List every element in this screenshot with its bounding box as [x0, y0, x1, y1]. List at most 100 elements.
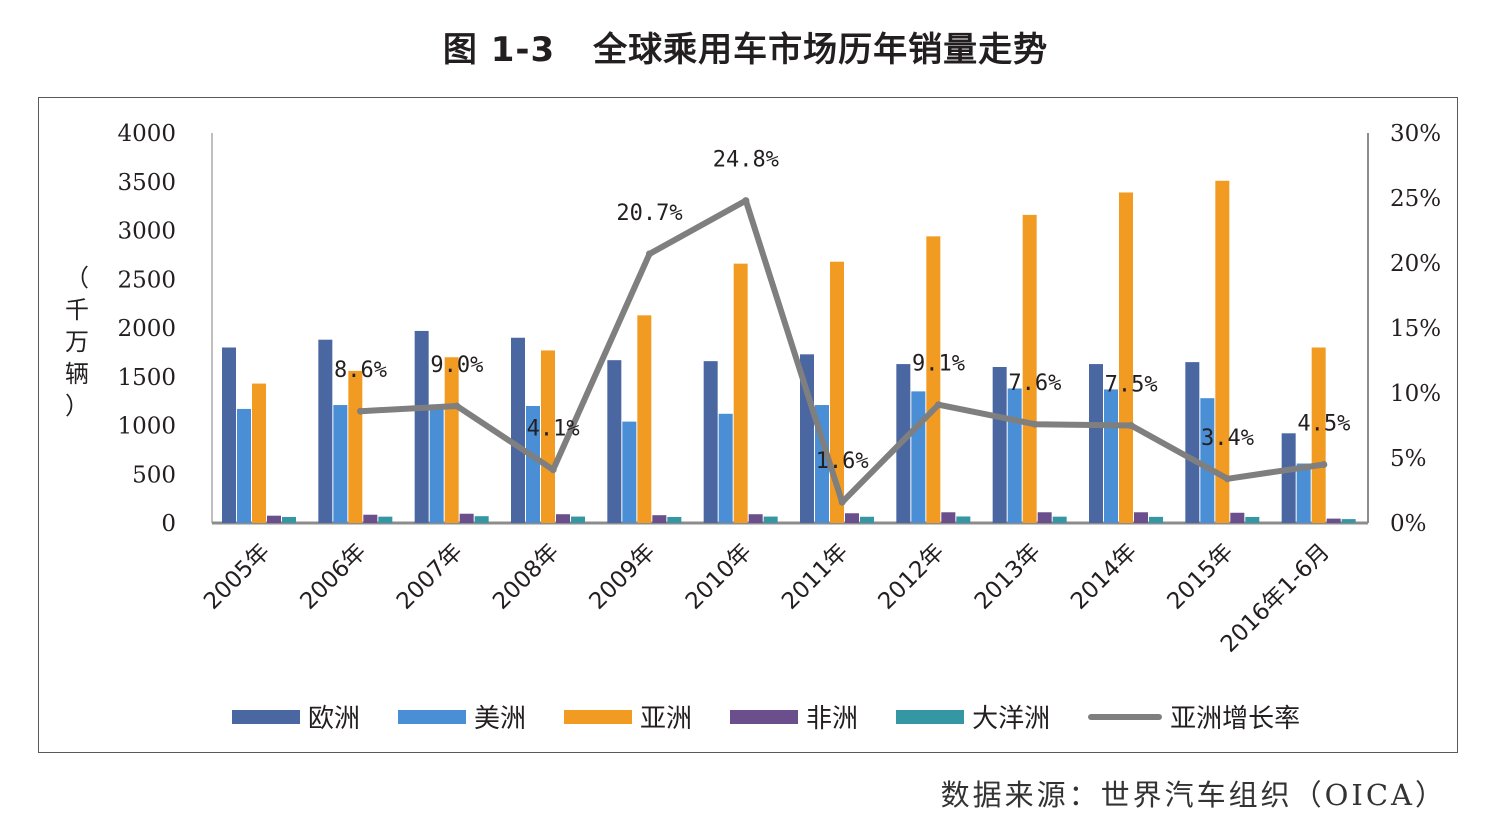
growth-data-label: 20.7%: [616, 201, 682, 226]
bar-4-3: [571, 516, 585, 523]
y-axis-title: （ 千 万 辆 ）: [62, 262, 92, 422]
bar-2-9: [1119, 192, 1133, 523]
bar-3-9: [1134, 512, 1148, 523]
legend-item-asia-growth: 亚洲增长率: [1088, 698, 1300, 735]
growth-point: [1127, 422, 1135, 429]
growth-point: [935, 401, 942, 409]
growth-data-label: 7.6%: [1008, 371, 1061, 396]
x-tick-label: 2014年: [1066, 539, 1142, 615]
legend-item-africa: 非洲: [730, 698, 858, 735]
bar-4-2: [474, 516, 489, 523]
y2-tick-label: 25%: [1390, 186, 1441, 212]
legend-swatch: [896, 709, 965, 724]
y2-tick-label: 20%: [1390, 251, 1441, 277]
bar-3-7: [941, 512, 956, 523]
growth-point: [549, 466, 557, 474]
y-tick-label: 2500: [117, 267, 176, 293]
bar-1-11: [1296, 463, 1311, 523]
bar-0-9: [1089, 364, 1103, 523]
legend: 欧洲 美洲 亚洲 非洲 大洋洲 亚洲增长率: [232, 698, 1338, 735]
y-tick-label: 3500: [117, 170, 176, 196]
bar-1-10: [1200, 398, 1215, 523]
growth-point: [357, 407, 364, 415]
growth-data-label: 9.0%: [430, 353, 483, 378]
x-tick-label: 2012年: [874, 539, 950, 615]
x-tick-label: 2013年: [970, 539, 1046, 615]
y2-tick-label: 5%: [1390, 446, 1427, 472]
legend-label: 美洲: [474, 704, 527, 734]
bar-1-1: [333, 405, 348, 523]
y-tick-label: 3000: [117, 219, 176, 245]
growth-data-label: 9.1%: [912, 352, 965, 377]
legend-swatch: [564, 709, 633, 724]
growth-point: [1320, 461, 1328, 468]
bar-0-8: [992, 367, 1007, 523]
bar-1-9: [1104, 389, 1118, 523]
bar-0-10: [1185, 362, 1200, 523]
chart-frame: [38, 97, 1458, 753]
bar-0-0: [222, 347, 236, 523]
y-tick-label: 500: [132, 462, 176, 488]
bar-3-2: [459, 513, 474, 523]
y-axis-title-char: ）: [65, 392, 89, 420]
growth-point: [742, 197, 750, 205]
bar-2-11: [1311, 347, 1326, 523]
figure-title: 全球乘用车市场历年销量走势: [593, 30, 1049, 70]
bar-4-9: [1149, 516, 1163, 523]
legend-item-americas: 美洲: [398, 698, 526, 735]
bar-2-1: [348, 370, 363, 523]
bar-2-8: [1022, 214, 1037, 523]
x-tick-label: 2005年: [199, 539, 275, 615]
growth-data-label: 4.1%: [527, 417, 580, 442]
bar-4-10: [1245, 516, 1260, 523]
legend-label: 非洲: [806, 704, 859, 734]
bar-3-0: [267, 515, 281, 523]
bar-4-11: [1341, 519, 1356, 523]
bar-4-0: [282, 516, 296, 523]
x-tick-label: 2008年: [488, 539, 564, 615]
legend-item-europe: 欧洲: [232, 698, 360, 735]
bar-4-6: [860, 516, 874, 523]
x-tick-label: 2011年: [777, 539, 853, 615]
growth-point: [1031, 420, 1039, 428]
y-axis-title-char: 辆: [65, 360, 89, 388]
bar-2-0: [252, 383, 266, 523]
legend-item-oceania: 大洋洲: [896, 698, 1050, 735]
bar-1-5: [718, 413, 733, 523]
growth-data-label: 1.6%: [816, 449, 869, 474]
bar-3-1: [363, 514, 378, 523]
legend-swatch: [232, 709, 300, 724]
bar-4-4: [667, 516, 682, 523]
y2-tick-label: 30%: [1390, 121, 1441, 147]
bar-2-5: [733, 263, 748, 523]
legend-swatch: [730, 709, 799, 724]
x-tick-label: 2007年: [392, 539, 468, 615]
bar-0-5: [703, 361, 718, 523]
x-tick-label: 2010年: [681, 539, 757, 615]
bar-4-8: [1052, 516, 1067, 523]
legend-label: 大洋洲: [972, 704, 1051, 734]
bar-4-7: [956, 516, 971, 523]
x-tick-label: 2009年: [585, 539, 661, 615]
bar-0-2: [414, 330, 429, 523]
bar-3-8: [1037, 512, 1052, 523]
y-tick-label: 0: [161, 511, 176, 537]
y-tick-label: 4000: [117, 121, 176, 147]
growth-data-label: 4.5%: [1297, 412, 1350, 437]
y-tick-label: 1500: [117, 365, 176, 391]
figure-number: 图 1-3: [442, 30, 556, 70]
y-tick-label: 1000: [117, 414, 176, 440]
legend-label: 亚洲增长率: [1170, 704, 1301, 734]
legend-label: 欧洲: [308, 704, 361, 734]
y-tick-label: 2000: [117, 316, 176, 342]
bar-3-4: [652, 515, 667, 523]
bar-2-3: [541, 350, 555, 523]
bar-4-1: [378, 516, 393, 523]
legend-label: 亚洲: [640, 704, 693, 734]
x-tick-label: 2006年: [296, 539, 372, 615]
bar-1-7: [911, 391, 926, 523]
legend-item-asia: 亚洲: [564, 698, 692, 735]
bar-0-3: [511, 337, 525, 523]
growth-data-label: 8.6%: [334, 358, 387, 383]
